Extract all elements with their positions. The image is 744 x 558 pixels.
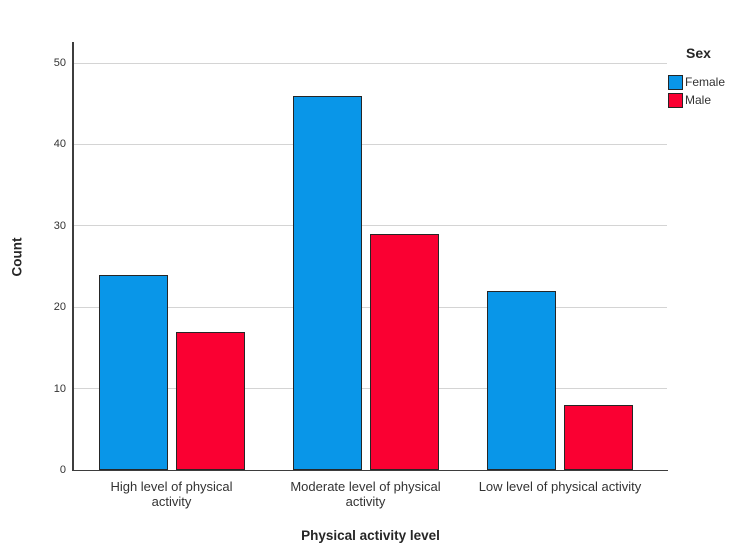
x-tick-label-2: Moderate level of physical activity — [290, 479, 441, 509]
plot-area — [72, 42, 668, 471]
legend-title: Sex — [686, 45, 711, 61]
legend-item-female: Female — [668, 73, 744, 91]
legend-swatch-icon-male — [668, 92, 683, 108]
x-axis-line — [72, 469, 668, 471]
y-tick-label-50: 50 — [53, 57, 66, 69]
y-tick-label-30: 30 — [53, 219, 66, 232]
x-axis-title: Physical activity level — [301, 528, 440, 543]
legend-label-male: Male — [685, 93, 712, 107]
legend-items: Female Male — [668, 73, 744, 109]
bar-female-category-3 — [487, 290, 556, 470]
bar-male-category-3 — [564, 404, 633, 470]
y-tick-label-10: 10 — [53, 382, 66, 395]
bar-male-category-1 — [175, 331, 245, 470]
legend-label-female: Female — [685, 75, 726, 89]
legend-item-male: Male — [668, 91, 744, 109]
y-tick-label-40: 40 — [53, 138, 66, 151]
gridline-40 — [73, 143, 667, 145]
y-tick-label-20: 20 — [53, 301, 66, 314]
y-tick-label-0: 0 — [59, 464, 66, 476]
bar-male-category-2 — [369, 233, 439, 470]
gridline-50 — [73, 62, 667, 64]
y-axis-title: Count — [9, 237, 25, 277]
y-axis-line — [72, 42, 74, 471]
gridline-30 — [73, 225, 667, 227]
x-tick-label-1: High level of physical activity — [110, 479, 233, 509]
legend-swatch-icon-female — [668, 74, 683, 90]
bar-female-category-1 — [98, 274, 168, 470]
legend: Sex Female Male — [668, 45, 744, 109]
x-tick-label-3: Low level of physical activity — [478, 479, 642, 494]
bar-female-category-2 — [292, 95, 362, 470]
